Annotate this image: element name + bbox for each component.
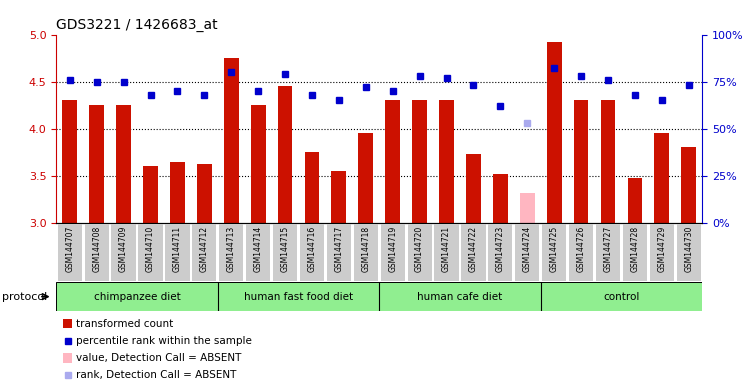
FancyBboxPatch shape bbox=[541, 282, 702, 311]
FancyBboxPatch shape bbox=[218, 282, 379, 311]
FancyBboxPatch shape bbox=[56, 282, 218, 311]
Bar bbox=[385, 101, 400, 223]
FancyBboxPatch shape bbox=[569, 224, 593, 281]
Bar bbox=[143, 166, 158, 223]
FancyBboxPatch shape bbox=[677, 224, 701, 281]
Bar bbox=[251, 105, 266, 223]
FancyBboxPatch shape bbox=[165, 224, 189, 281]
FancyBboxPatch shape bbox=[58, 224, 82, 281]
Bar bbox=[62, 101, 77, 223]
Text: GSM144723: GSM144723 bbox=[496, 226, 505, 272]
Text: transformed count: transformed count bbox=[76, 318, 173, 329]
FancyBboxPatch shape bbox=[596, 224, 620, 281]
Text: GSM144715: GSM144715 bbox=[281, 226, 290, 272]
FancyBboxPatch shape bbox=[542, 224, 566, 281]
Text: GSM144716: GSM144716 bbox=[307, 226, 316, 272]
Bar bbox=[520, 193, 535, 223]
Text: control: control bbox=[603, 291, 640, 302]
Text: chimpanzee diet: chimpanzee diet bbox=[94, 291, 180, 302]
Text: GSM144727: GSM144727 bbox=[604, 226, 613, 272]
Bar bbox=[63, 353, 72, 363]
Text: percentile rank within the sample: percentile rank within the sample bbox=[76, 336, 252, 346]
Text: GSM144707: GSM144707 bbox=[65, 226, 74, 272]
FancyBboxPatch shape bbox=[138, 224, 163, 281]
Text: GSM144721: GSM144721 bbox=[442, 226, 451, 272]
Text: GSM144714: GSM144714 bbox=[254, 226, 263, 272]
Text: GSM144722: GSM144722 bbox=[469, 226, 478, 272]
Text: GSM144709: GSM144709 bbox=[119, 226, 128, 272]
Bar bbox=[574, 101, 589, 223]
Bar bbox=[547, 42, 562, 223]
Text: GSM144711: GSM144711 bbox=[173, 226, 182, 272]
Bar bbox=[278, 86, 292, 223]
FancyBboxPatch shape bbox=[273, 224, 297, 281]
Text: value, Detection Call = ABSENT: value, Detection Call = ABSENT bbox=[76, 353, 241, 363]
Text: protocol: protocol bbox=[2, 291, 47, 302]
Text: GSM144728: GSM144728 bbox=[630, 226, 639, 272]
Text: human fast food diet: human fast food diet bbox=[244, 291, 353, 302]
Text: GSM144708: GSM144708 bbox=[92, 226, 101, 272]
Bar bbox=[681, 147, 696, 223]
Bar bbox=[412, 101, 427, 223]
Text: rank, Detection Call = ABSENT: rank, Detection Call = ABSENT bbox=[76, 370, 236, 381]
FancyBboxPatch shape bbox=[434, 224, 459, 281]
Text: GSM144710: GSM144710 bbox=[146, 226, 155, 272]
FancyBboxPatch shape bbox=[488, 224, 512, 281]
FancyBboxPatch shape bbox=[246, 224, 270, 281]
Bar bbox=[358, 133, 373, 223]
Text: GSM144712: GSM144712 bbox=[200, 226, 209, 272]
Text: GSM144730: GSM144730 bbox=[684, 226, 693, 272]
Text: GSM144729: GSM144729 bbox=[657, 226, 666, 272]
Bar bbox=[170, 162, 185, 223]
Text: GSM144720: GSM144720 bbox=[415, 226, 424, 272]
Text: GSM144717: GSM144717 bbox=[334, 226, 343, 272]
Text: GSM144713: GSM144713 bbox=[227, 226, 236, 272]
Text: GSM144724: GSM144724 bbox=[523, 226, 532, 272]
FancyBboxPatch shape bbox=[111, 224, 136, 281]
FancyBboxPatch shape bbox=[650, 224, 674, 281]
Bar bbox=[197, 164, 212, 223]
FancyBboxPatch shape bbox=[85, 224, 109, 281]
Bar bbox=[89, 105, 104, 223]
Text: GSM144726: GSM144726 bbox=[577, 226, 586, 272]
Bar bbox=[654, 133, 669, 223]
FancyBboxPatch shape bbox=[515, 224, 539, 281]
Bar bbox=[116, 105, 131, 223]
FancyBboxPatch shape bbox=[354, 224, 378, 281]
Text: GSM144718: GSM144718 bbox=[361, 226, 370, 272]
FancyBboxPatch shape bbox=[327, 224, 351, 281]
FancyBboxPatch shape bbox=[408, 224, 432, 281]
Bar bbox=[439, 101, 454, 223]
Bar bbox=[628, 177, 642, 223]
Bar bbox=[224, 58, 239, 223]
Bar bbox=[466, 154, 481, 223]
Bar bbox=[601, 101, 615, 223]
FancyBboxPatch shape bbox=[461, 224, 486, 281]
Bar bbox=[305, 152, 319, 223]
FancyBboxPatch shape bbox=[381, 224, 405, 281]
FancyBboxPatch shape bbox=[379, 282, 541, 311]
FancyBboxPatch shape bbox=[192, 224, 216, 281]
Bar bbox=[63, 319, 72, 328]
Bar bbox=[331, 171, 346, 223]
FancyBboxPatch shape bbox=[300, 224, 324, 281]
Bar bbox=[493, 174, 508, 223]
Text: GDS3221 / 1426683_at: GDS3221 / 1426683_at bbox=[56, 18, 218, 32]
Text: GSM144719: GSM144719 bbox=[388, 226, 397, 272]
Text: human cafe diet: human cafe diet bbox=[418, 291, 502, 302]
FancyBboxPatch shape bbox=[623, 224, 647, 281]
Text: GSM144725: GSM144725 bbox=[550, 226, 559, 272]
FancyBboxPatch shape bbox=[219, 224, 243, 281]
